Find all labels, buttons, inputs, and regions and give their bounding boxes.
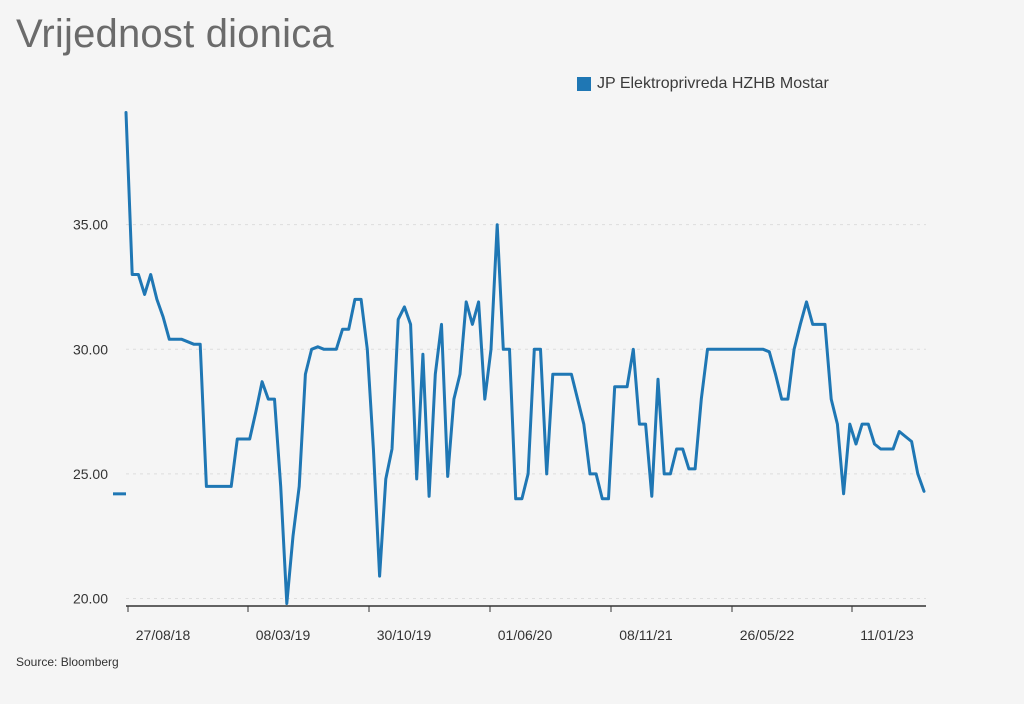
x-axis-ticks: 27/08/18 08/03/19 30/10/19 01/06/20 08/11/21… [136, 627, 914, 643]
y-axis-ticks: 20.00 25.00 30.00 35.00 [73, 217, 108, 607]
series-line [124, 111, 926, 605]
x-tick-label: 11/01/23 [860, 627, 914, 643]
x-tick-label: 26/05/22 [740, 627, 795, 643]
y-tick-label: 25.00 [73, 466, 108, 482]
series-layer [124, 111, 926, 605]
x-tick-label: 08/11/21 [619, 627, 673, 643]
y-tick-label: 30.00 [73, 341, 108, 357]
x-axis [126, 605, 926, 612]
chart-title: Vrijednost dionica [16, 12, 334, 56]
x-tick-label: 08/03/19 [256, 627, 311, 643]
legend: JP Elektroprivreda HZHB Mostar [577, 75, 829, 93]
x-tick-label: 01/06/20 [498, 627, 553, 643]
x-tick-label: 27/08/18 [136, 627, 191, 643]
x-tick-label: 30/10/19 [377, 627, 432, 643]
gridlines [126, 224, 926, 600]
y-tick-label: 20.00 [73, 591, 108, 607]
source-note: Source: Bloomberg [16, 655, 119, 669]
legend-swatch [577, 77, 591, 91]
y-tick-label: 35.00 [73, 217, 108, 233]
legend-label: JP Elektroprivreda HZHB Mostar [597, 75, 829, 92]
